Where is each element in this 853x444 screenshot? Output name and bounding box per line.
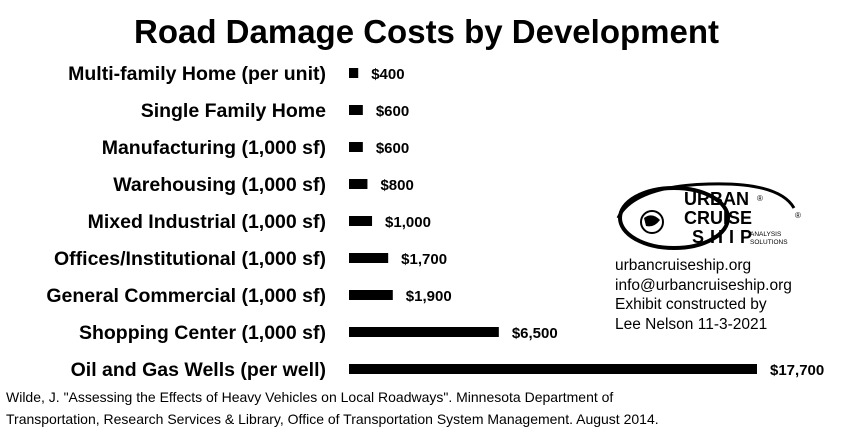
bar [349,105,363,115]
bar [349,142,363,152]
value-label: $1,900 [406,288,452,305]
category-label: Offices/Institutional (1,000 sf) [54,248,326,270]
bar [349,253,389,263]
value-label: $17,700 [770,362,824,379]
bar [349,216,373,226]
value-label: $600 [376,103,409,120]
bar [349,179,368,189]
value-label: $1,700 [401,251,447,268]
logo-swoosh [616,182,796,219]
author-date-line: Lee Nelson 11-3-2021 [615,315,768,333]
category-label: Manufacturing (1,000 sf) [102,137,326,159]
category-label: Single Family Home [141,100,326,122]
credits-block: urbancruiseship.org info@urbancruiseship… [615,256,792,334]
logo-line2: CRUISE [684,208,752,228]
logo-tag1: ANALYSIS [750,231,782,238]
logo-tag2: SOLUTIONS [750,239,788,246]
value-label: $6,500 [512,325,558,342]
bar [349,68,359,78]
category-label: Warehousing (1,000 sf) [113,174,326,196]
value-label: $800 [380,177,413,194]
category-label: Oil and Gas Wells (per well) [71,359,326,381]
email-text: info@urbancruiseship.org [615,276,792,294]
bar [349,327,499,337]
category-label: Mixed Industrial (1,000 sf) [88,211,326,233]
logo-reg-mark-2: ® [795,211,801,220]
citation-line-1: Wilde, J. "Assessing the Effects of Heav… [6,389,614,405]
category-label: Shopping Center (1,000 sf) [79,322,326,344]
logo-reg-mark: ® [757,194,763,203]
bar-chart: Multi-family Home (per unit) $400 Single F… [46,63,824,381]
logo-line1: URBAN [684,189,749,209]
value-label: $400 [371,66,404,83]
bar [349,290,393,300]
globe-icon [640,210,664,234]
source-citation: Wilde, J. "Assessing the Effects of Heav… [6,386,846,430]
website-text: urbancruiseship.org [615,257,752,274]
bar [349,364,757,374]
chart-title: Road Damage Costs by Development [134,13,719,50]
citation-line-2: Transportation, Research Services & Libr… [6,411,659,427]
value-label: $1,000 [385,214,431,231]
category-label: General Commercial (1,000 sf) [46,285,326,307]
value-label: $600 [376,140,409,157]
urban-cruise-ship-logo: URBAN CRUISE SHIP ANALYSIS SOLUTIONS ® ® [616,182,801,250]
category-label: Multi-family Home (per unit) [68,63,326,85]
logo-line3: SHIP [692,227,758,247]
globe-land-icon [644,215,660,227]
credit-line: Exhibit constructed by [615,296,767,313]
